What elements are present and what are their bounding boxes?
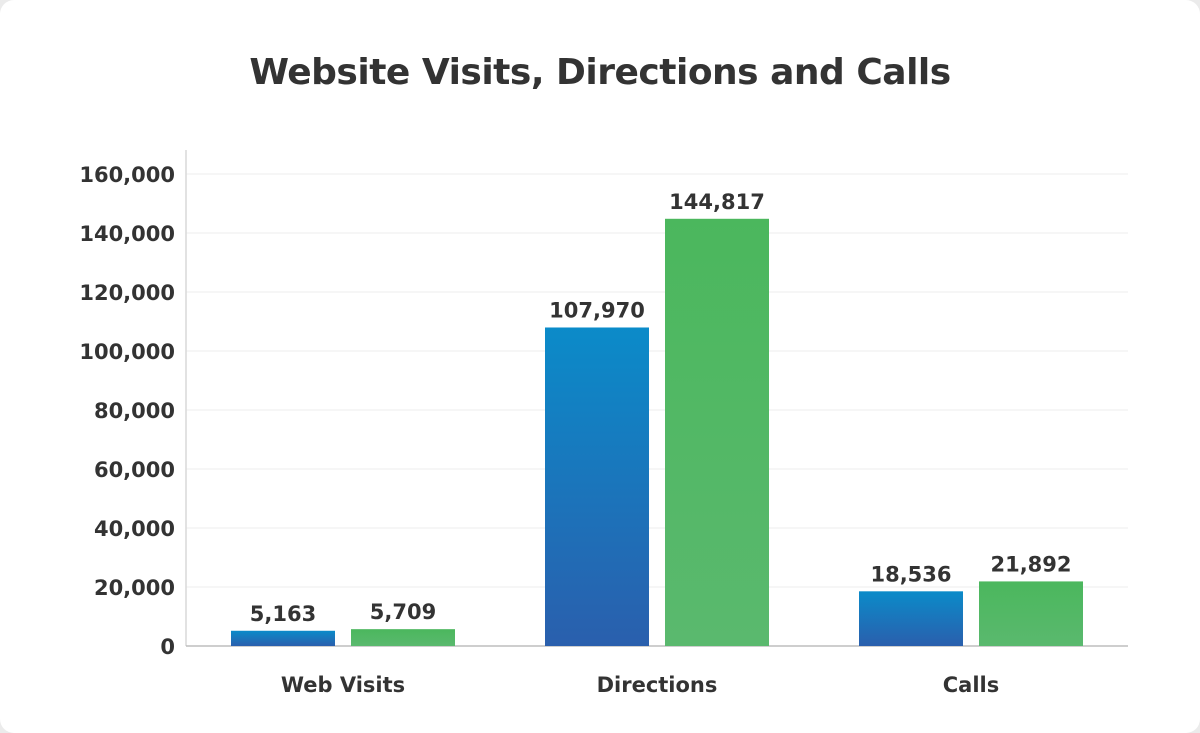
x-category-label: Calls [943,673,999,697]
x-category-label: Web Visits [281,673,405,697]
label-layer: 5,163 5,709 Web Visits 107,970 144,817 Direct… [250,190,1072,697]
y-tick-label: 20,000 [94,576,175,600]
y-tick-label: 140,000 [79,222,175,246]
data-label: 21,892 [990,552,1071,576]
y-tick-label: 160,000 [79,163,175,187]
y-tick-label: 120,000 [79,281,175,305]
bar-series-2-directions [665,218,769,646]
bar-series-2-web-visits [351,629,455,646]
data-label: 18,536 [870,562,951,586]
y-tick-label: 80,000 [94,399,175,423]
chart-title: Website Visits, Directions and Calls [249,52,951,93]
grid-layer [186,173,1128,588]
x-category-label: Directions [597,673,718,697]
data-label: 107,970 [549,298,645,322]
y-tick-label: 40,000 [94,517,175,541]
data-label: 144,817 [669,190,765,214]
axis-layer: 0 20,000 40,000 60,000 80,000 100,000 120,000 1… [79,150,1128,659]
bar-series-1-web-visits [231,630,335,646]
bar-series-1-calls [859,591,963,646]
y-tick-label: 60,000 [94,458,175,482]
bar-series-2-calls [979,581,1083,646]
data-label: 5,163 [250,602,316,626]
bar-layer [231,218,1083,646]
data-label: 5,709 [370,600,436,624]
bar-series-1-directions [545,327,649,646]
y-tick-label: 0 [160,635,175,659]
y-tick-label: 100,000 [79,340,175,364]
